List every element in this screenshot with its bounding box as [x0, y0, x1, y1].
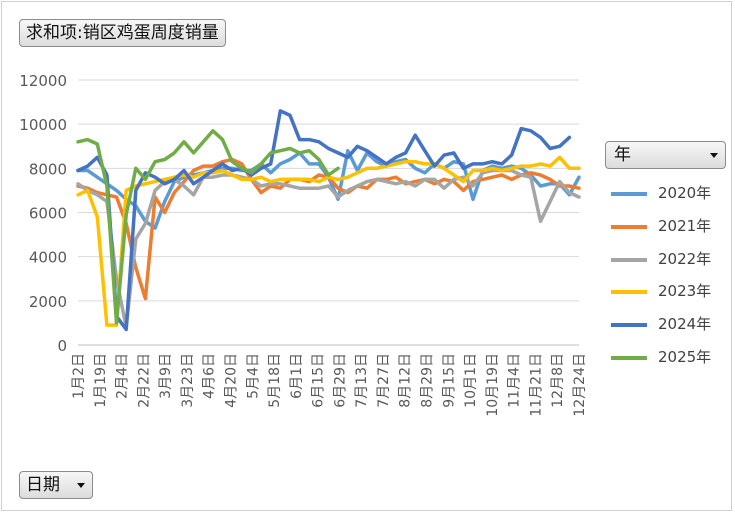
axis-field-label: 日期 — [26, 475, 60, 495]
legend-swatch — [611, 192, 647, 196]
y-tick-label: 4000 — [29, 249, 67, 267]
dropdown-arrow-icon — [710, 153, 718, 158]
x-tick-label: 12月8日 — [550, 353, 566, 408]
series-line-2025年 — [76, 129, 340, 325]
x-tick-label: 2月22日 — [136, 353, 152, 408]
x-tick-label: 7月13日 — [354, 353, 370, 408]
series-line-2023年 — [76, 155, 581, 327]
value-field-label: 求和项:销区鸡蛋周度销量 — [26, 23, 219, 43]
y-tick-label: 12000 — [19, 72, 67, 90]
legend-label: 2024年 — [658, 315, 712, 334]
x-tick-label: 1月2日 — [71, 353, 87, 399]
axis-field-dropdown[interactable]: 日期 — [19, 471, 93, 499]
x-axis-labels: 1月2日 1月19日 2月4日 2月22日 3月9日 3月23日 4月6日 4月20日 5月4日… — [71, 353, 588, 417]
x-tick-label: 11月21日 — [528, 353, 544, 417]
y-tick-label: 0 — [57, 337, 67, 355]
y-tick-label: 2000 — [29, 293, 67, 311]
legend-swatch — [611, 323, 647, 328]
x-tick-label: 3月23日 — [180, 353, 196, 408]
value-field-button[interactable]: 求和项:销区鸡蛋周度销量 — [19, 19, 226, 47]
legend-swatch — [611, 290, 647, 295]
x-tick-label: 10月1日 — [463, 353, 479, 408]
legend-label: 2023年 — [658, 282, 712, 301]
x-tick-label: 7月27日 — [376, 353, 392, 408]
series-lines — [76, 109, 581, 332]
y-tick-label: 6000 — [29, 205, 67, 223]
legend-label: 2021年 — [658, 216, 712, 235]
x-tick-label: 2月4日 — [115, 353, 131, 399]
x-tick-label: 4月6日 — [202, 353, 218, 399]
x-tick-label: 4月20日 — [223, 353, 239, 408]
legend-swatch — [611, 257, 647, 262]
y-axis-labels: 0 2000 4000 6000 8000 10000 12000 — [19, 72, 67, 355]
legend-field-dropdown[interactable]: 年 — [605, 141, 726, 169]
y-tick-label: 10000 — [19, 116, 67, 134]
x-tick-label: 5月18日 — [267, 353, 283, 408]
legend-label: 2020年 — [658, 184, 712, 202]
x-tick-label: 6月29日 — [332, 353, 348, 408]
series-line-2024年 — [76, 109, 572, 332]
x-tick-label: 6月1日 — [289, 353, 305, 399]
x-tick-label: 1月19日 — [93, 353, 109, 408]
legend-swatch — [611, 356, 647, 360]
x-tick-label: 3月9日 — [158, 353, 174, 399]
y-tick-label: 8000 — [29, 160, 67, 178]
x-tick-label: 12月24日 — [572, 353, 588, 417]
x-tick-label: 10月19日 — [485, 353, 501, 417]
legend-swatch — [611, 224, 647, 229]
x-tick-label: 8月29日 — [420, 353, 436, 408]
x-tick-label: 6月15日 — [311, 353, 327, 408]
x-tick-label: 9月15日 — [441, 353, 457, 408]
x-tick-label: 5月4日 — [245, 353, 261, 399]
dropdown-arrow-icon — [77, 483, 85, 488]
x-tick-label: 11月4日 — [507, 353, 523, 408]
legend-label: 2025年 — [658, 348, 712, 366]
legend-label: 2022年 — [658, 249, 712, 268]
series-line-2022年 — [76, 168, 581, 330]
x-tick-label: 8月12日 — [398, 353, 414, 408]
legend-field-label: 年 — [614, 145, 631, 165]
